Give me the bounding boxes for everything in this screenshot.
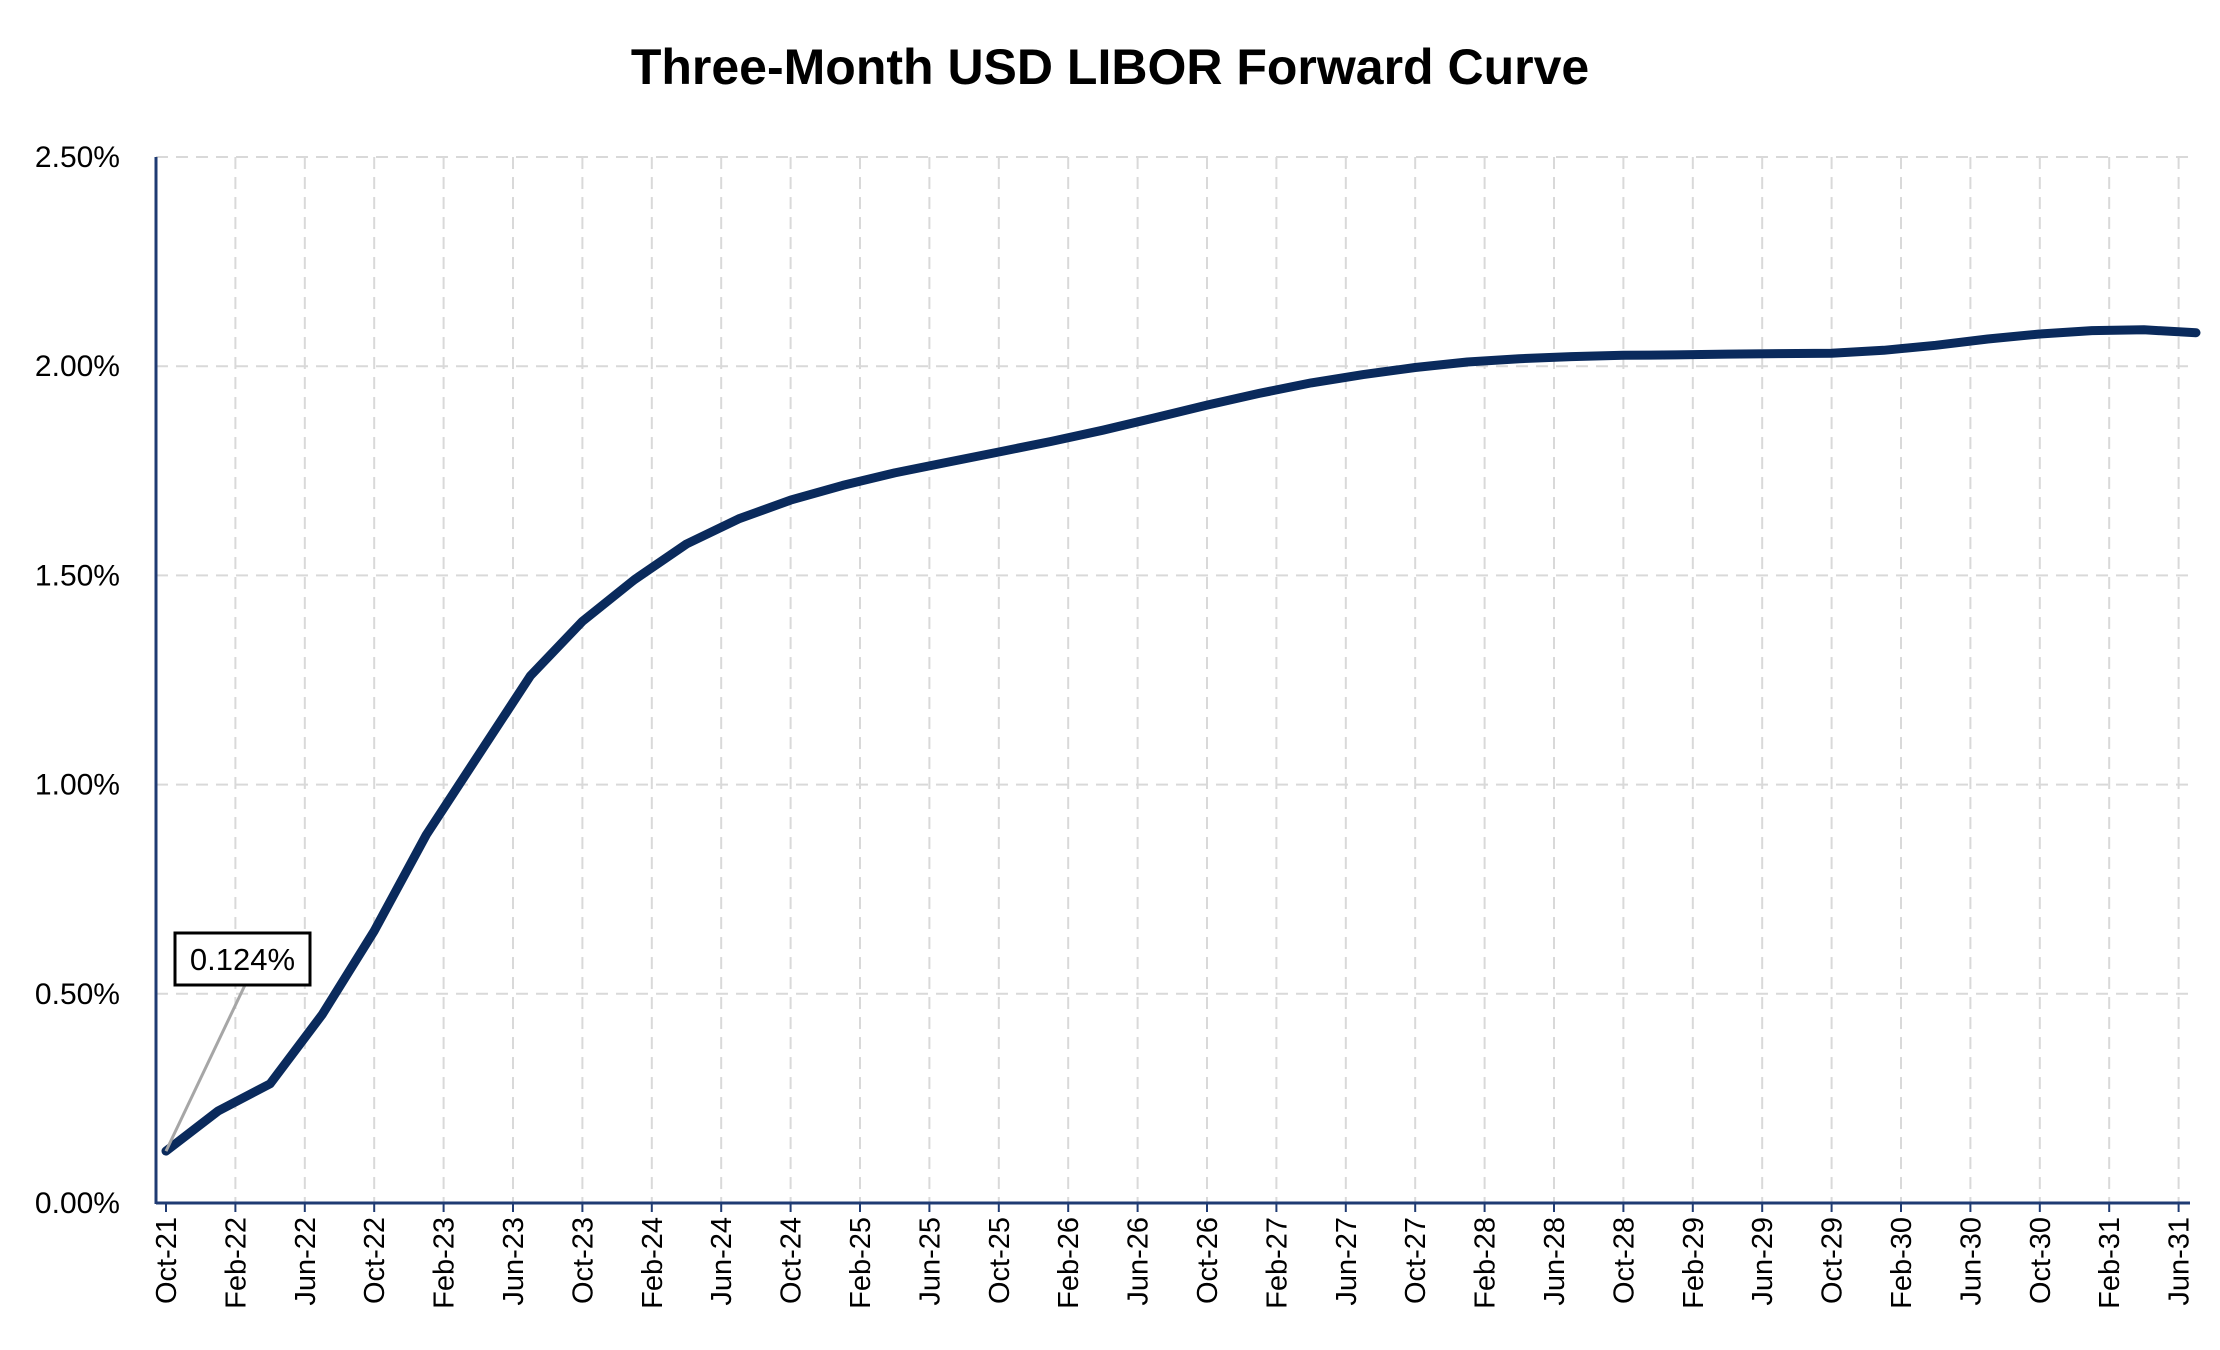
x-tick-label: Feb-22 <box>220 1217 252 1309</box>
x-tick-label: Jun-29 <box>1747 1217 1779 1306</box>
x-tick-label: Feb-25 <box>845 1217 877 1309</box>
axes <box>154 157 2190 1212</box>
series <box>161 325 2201 1156</box>
x-tick-label: Feb-28 <box>1470 1217 1502 1309</box>
x-tick-label: Jun-30 <box>1955 1217 1987 1306</box>
x-tick-label: Feb-30 <box>1886 1217 1918 1309</box>
y-tick-labels: 0.00% 0.50% 1.00% 1.50% 2.00% 2.50% <box>35 141 120 1220</box>
x-tick-label: Feb-29 <box>1678 1217 1710 1309</box>
x-tick-label: Jun-24 <box>706 1217 738 1306</box>
x-tick-label: Feb-24 <box>637 1217 669 1309</box>
x-tick-label: Oct-21 <box>151 1217 183 1304</box>
x-tick-label: Jun-26 <box>1123 1217 1155 1306</box>
x-tick-label: Oct-30 <box>2025 1217 2057 1304</box>
x-tick-label: Oct-27 <box>1400 1217 1432 1304</box>
x-tick-label: Feb-23 <box>429 1217 461 1309</box>
x-tick-label: Jun-31 <box>2164 1217 2196 1306</box>
series-line <box>161 325 2201 1156</box>
x-tick-label: Oct-25 <box>984 1217 1016 1304</box>
x-tick-label: Feb-31 <box>2094 1217 2126 1309</box>
x-tick-label: Jun-23 <box>498 1217 530 1306</box>
y-tick-label: 1.50% <box>35 559 120 592</box>
chart-title: Three-Month USD LIBOR Forward Curve <box>630 39 1590 95</box>
x-tick-label: Oct-28 <box>1608 1217 1640 1304</box>
x-tick-label: Feb-27 <box>1261 1217 1293 1309</box>
y-tick-label: 0.00% <box>35 1187 120 1220</box>
x-tick-label: Oct-23 <box>567 1217 599 1304</box>
x-tick-label: Jun-28 <box>1539 1217 1571 1306</box>
x-tick-label: Feb-26 <box>1053 1217 1085 1309</box>
annotations: 0.124% <box>164 931 312 1152</box>
x-tick-label: Oct-22 <box>359 1217 391 1304</box>
x-tick-label: Jun-25 <box>914 1217 946 1306</box>
y-tick-label: 2.00% <box>35 350 120 383</box>
x-tick-label: Jun-27 <box>1331 1217 1363 1306</box>
annotation-leader-line <box>164 984 247 1152</box>
x-tick-label: Oct-26 <box>1192 1217 1224 1304</box>
x-tick-label: Oct-29 <box>1817 1217 1849 1304</box>
y-tick-label: 2.50% <box>35 141 120 174</box>
x-tick-labels: Oct-21 Feb-22 Jun-22 Oct-22 Feb-23 Jun-23 Oct-… <box>151 1217 2196 1309</box>
annotation-label: 0.124% <box>190 942 295 977</box>
grid-lines <box>156 156 2190 1203</box>
x-tick-label: Oct-24 <box>776 1217 808 1304</box>
y-tick-label: 1.00% <box>35 769 120 802</box>
x-tick-label: Jun-22 <box>290 1217 322 1306</box>
y-tick-label: 0.50% <box>35 978 120 1011</box>
annotation-box <box>173 931 312 987</box>
